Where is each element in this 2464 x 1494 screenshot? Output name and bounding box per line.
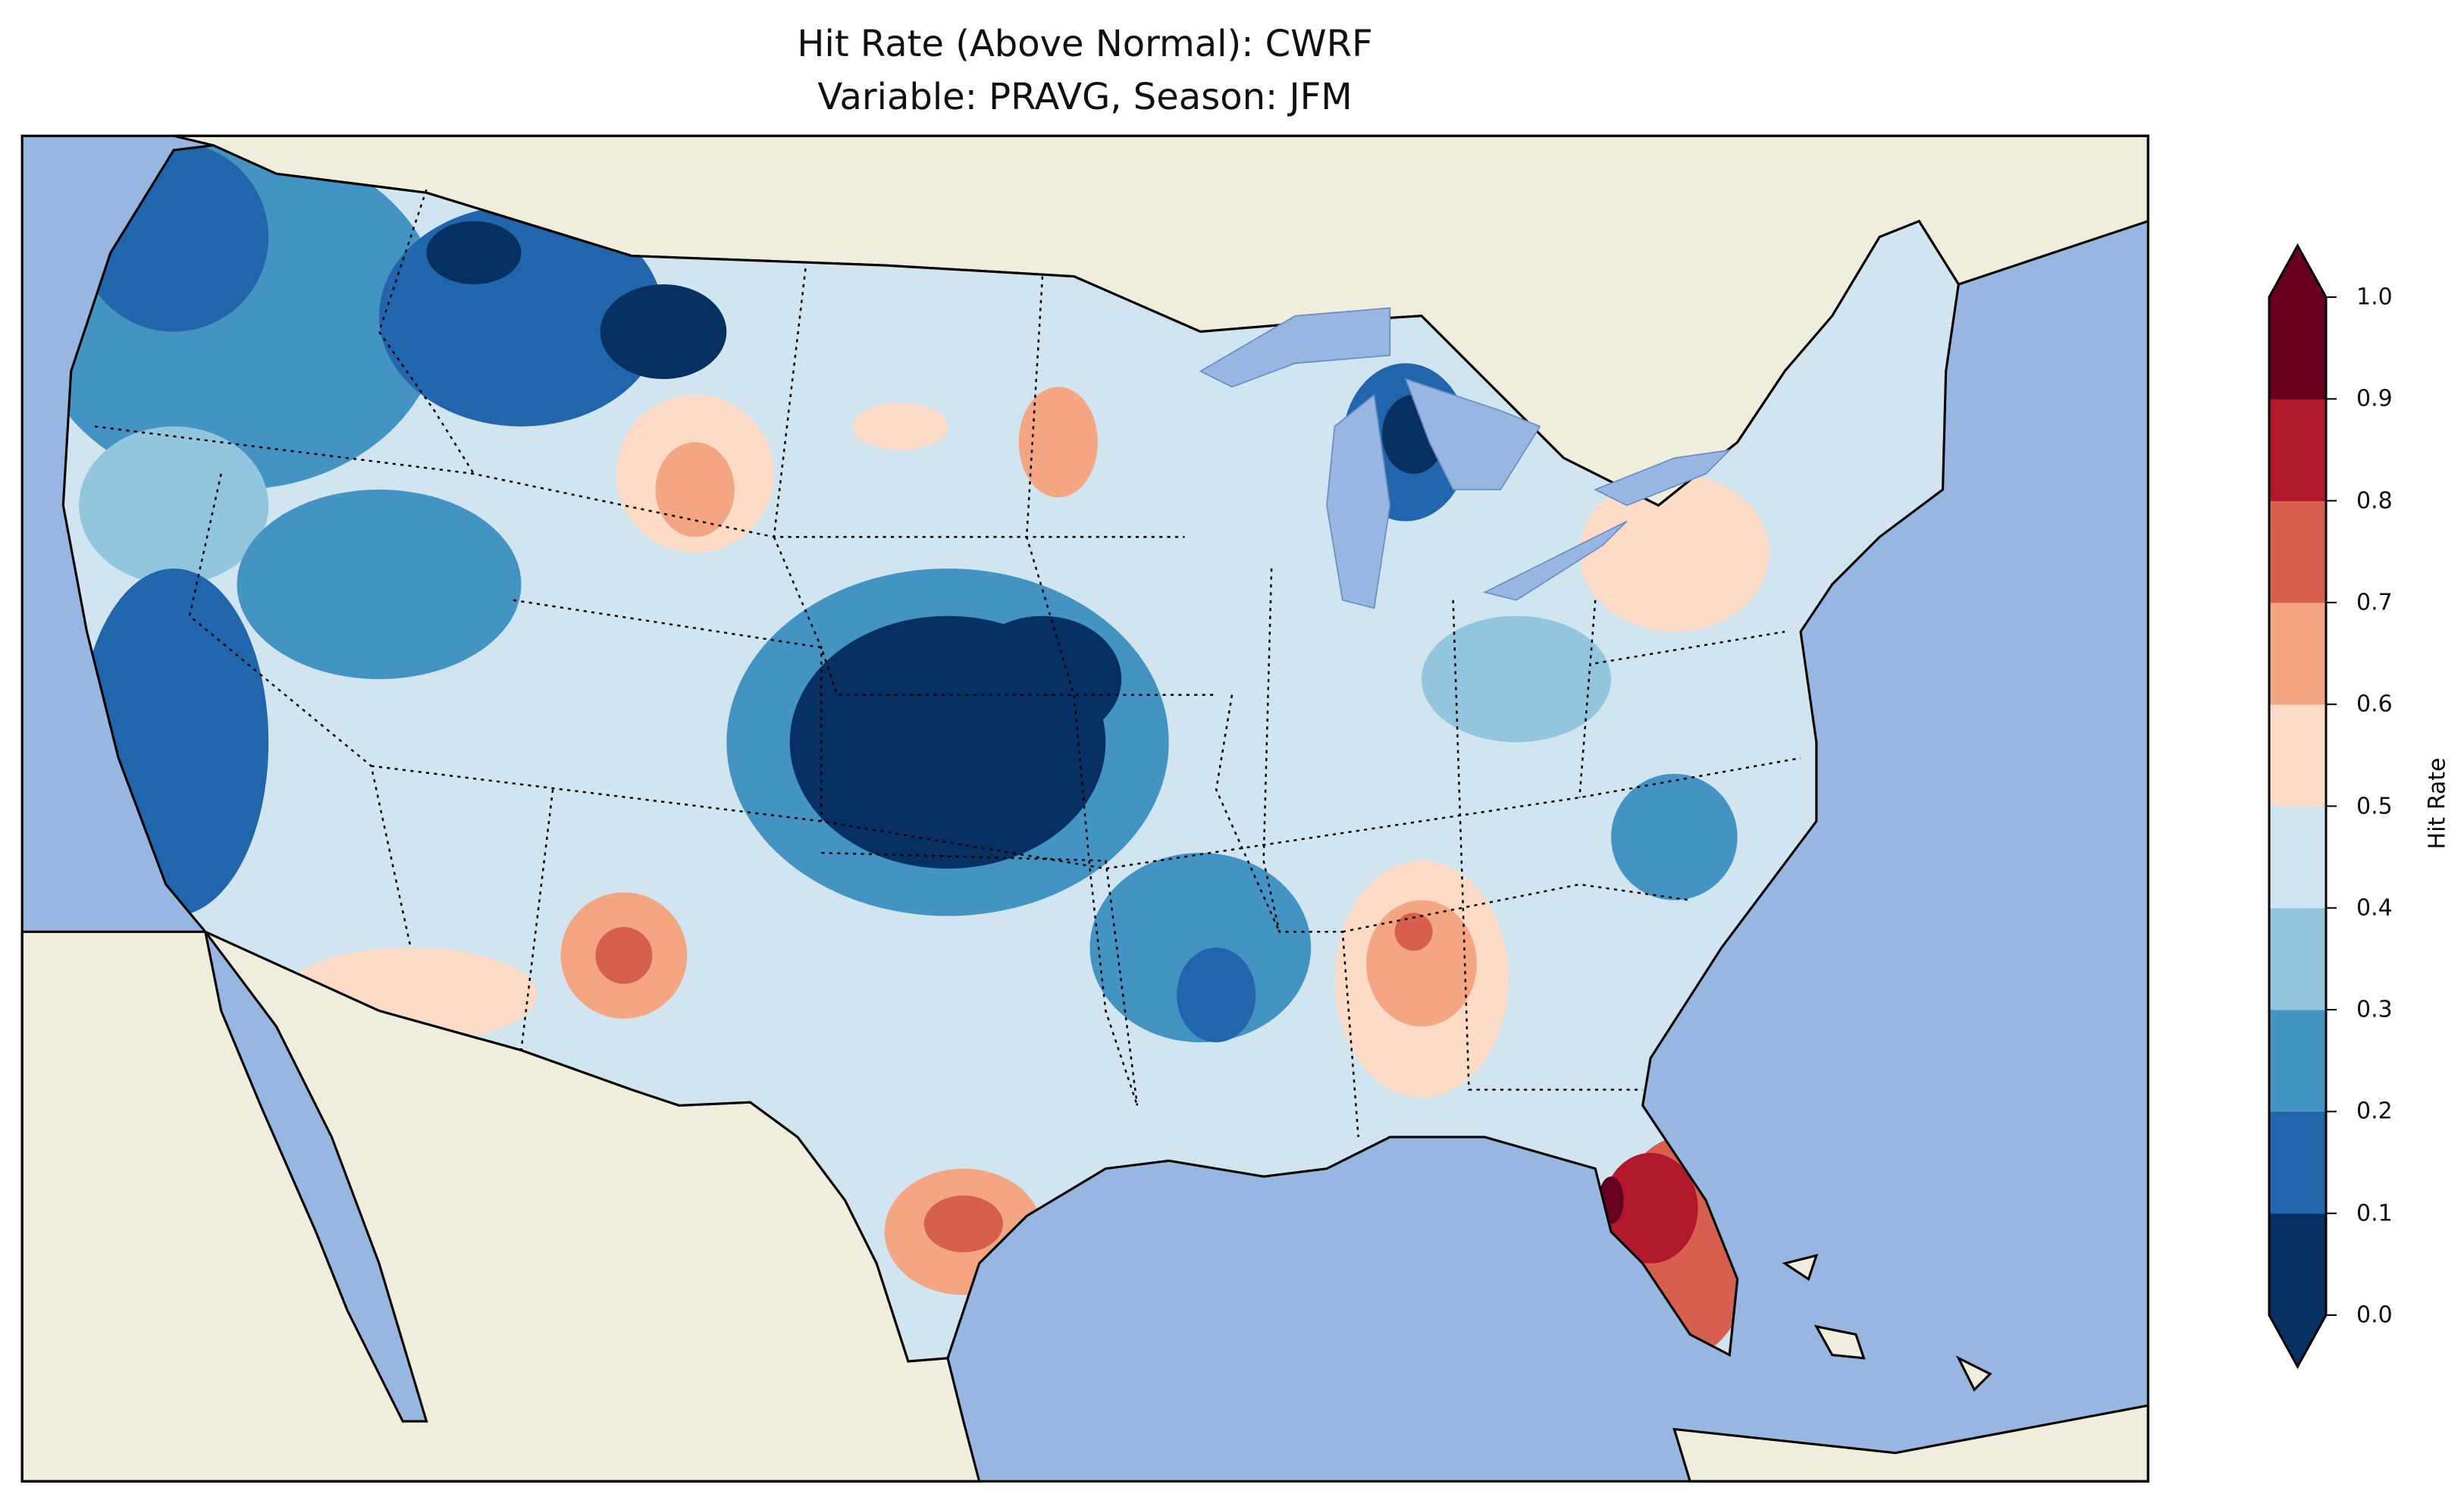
colorbar-bin bbox=[2269, 297, 2326, 399]
map-frame bbox=[20, 134, 2149, 1483]
colorbar-bin bbox=[2269, 704, 2326, 807]
colorbar-extend-max bbox=[2269, 246, 2326, 297]
colorbar-bin bbox=[2269, 1111, 2326, 1214]
colorbar-bin bbox=[2269, 399, 2326, 502]
colorbar-tick-label: 0.1 bbox=[2356, 1200, 2393, 1227]
colorbar-tick-label: 0.2 bbox=[2356, 1098, 2393, 1125]
map-title-line-1: Hit Rate (Above Normal): CWRF bbox=[797, 23, 1373, 65]
map-title-line-2: Variable: PRAVG, Season: JFM bbox=[817, 76, 1353, 118]
colorbar-bin bbox=[2269, 907, 2326, 1010]
colorbar-tick-label: 0.5 bbox=[2356, 793, 2393, 819]
colorbar-extend-min bbox=[2269, 1315, 2326, 1367]
colorbar-tick-label: 1.0 bbox=[2356, 283, 2393, 311]
state-borders bbox=[94, 189, 1801, 1138]
colorbar-bin bbox=[2269, 1213, 2326, 1316]
colorbar-tick-label: 0.0 bbox=[2356, 1301, 2393, 1329]
colorbar-tick-label: 0.9 bbox=[2356, 385, 2393, 412]
colorbar-tick-label: 0.4 bbox=[2356, 894, 2393, 922]
colorbar-label: Hit Rate bbox=[2424, 757, 2451, 850]
colorbar-bin bbox=[2269, 1010, 2326, 1112]
colorbar-tick-label: 0.8 bbox=[2356, 487, 2393, 515]
colorbar-tick-label: 0.6 bbox=[2356, 691, 2393, 718]
bahamas-land bbox=[1782, 1254, 1992, 1392]
colorbar-bin bbox=[2269, 602, 2326, 705]
great-lakes bbox=[1199, 307, 1732, 609]
colorbar-tick-label: 0.3 bbox=[2356, 996, 2393, 1023]
colorbar-bin bbox=[2269, 806, 2326, 909]
colorbar-tick-label: 0.7 bbox=[2356, 589, 2393, 616]
colorbar bbox=[2268, 243, 2337, 1370]
colorbar-bin bbox=[2269, 500, 2326, 603]
